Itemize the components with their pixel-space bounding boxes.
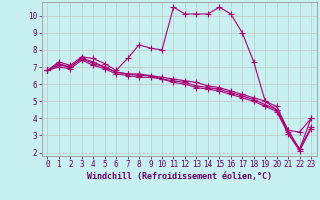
X-axis label: Windchill (Refroidissement éolien,°C): Windchill (Refroidissement éolien,°C): [87, 172, 272, 181]
